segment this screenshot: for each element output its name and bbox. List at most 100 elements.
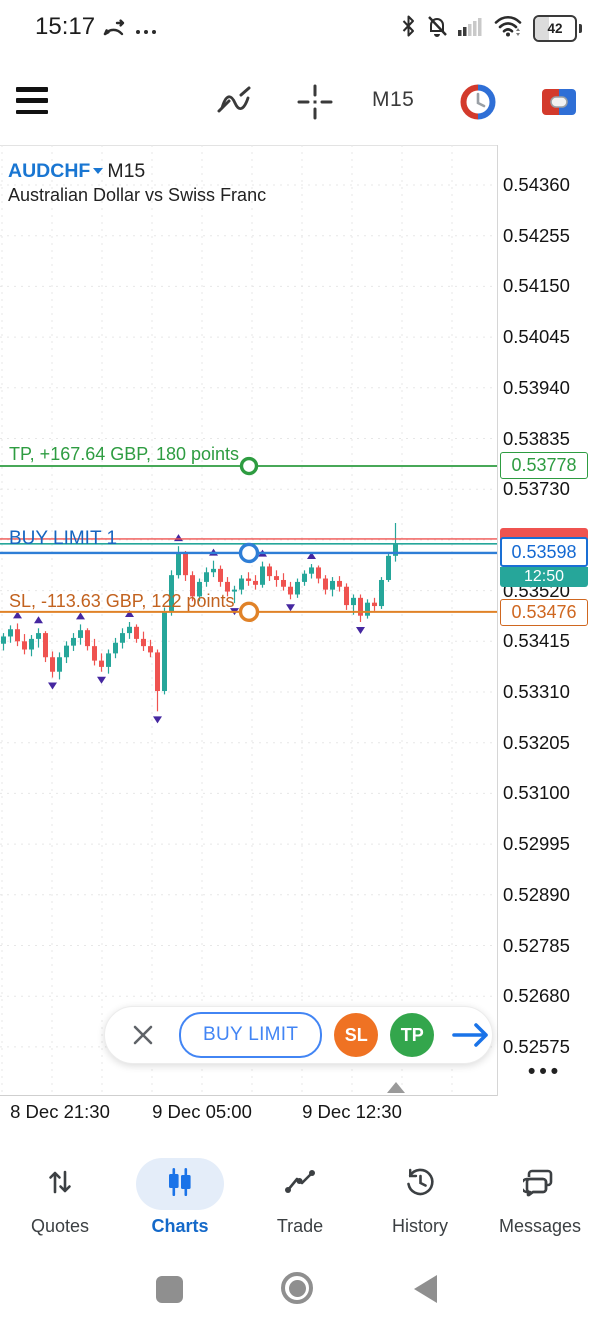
sl-price-badge[interactable]: 0.53476 — [500, 599, 588, 626]
status-time: 15:17 — [35, 13, 96, 40]
price-chart[interactable] — [0, 145, 497, 1095]
candle-body — [176, 553, 181, 576]
fractal-arrow-down — [356, 626, 365, 634]
order-type-button[interactable]: BUY LIMIT — [179, 1012, 323, 1058]
price-axis-label: 0.53730 — [503, 478, 570, 500]
candle-body — [260, 566, 265, 585]
candle-body — [358, 597, 363, 616]
candle-body — [344, 586, 349, 606]
confirm-order-arrow-button[interactable] — [450, 1021, 492, 1049]
candle-body — [267, 566, 272, 577]
sl-line-label: SL, -113.63 GBP, 122 points — [9, 591, 235, 611]
candle-body — [162, 611, 167, 692]
price-axis-label: 0.52785 — [503, 934, 570, 956]
price-axis-label: 0.52890 — [503, 883, 570, 905]
battery-percent: 42 — [547, 21, 563, 36]
one-click-trading-icon[interactable] — [539, 82, 579, 122]
tp-line-label: TP, +167.64 GBP, 180 points — [9, 444, 240, 464]
candle-body — [155, 652, 160, 692]
price-axis-label: 0.54360 — [503, 174, 570, 195]
candle-body — [246, 578, 251, 581]
recents-button[interactable] — [156, 1276, 183, 1303]
session-clock-icon[interactable] — [458, 82, 498, 122]
fractal-arrow-down — [286, 604, 295, 612]
price-axis-label: 0.53205 — [503, 731, 570, 753]
candle-body — [134, 626, 139, 639]
candle-body — [78, 630, 83, 638]
candle-body — [85, 630, 90, 647]
fractal-arrow-down — [153, 716, 162, 724]
fractal-arrow-up — [76, 612, 85, 620]
tp-button[interactable]: TP — [390, 1013, 435, 1057]
close-icon[interactable] — [131, 1020, 155, 1050]
candle-body — [288, 586, 293, 595]
nav-label: History — [391, 1216, 448, 1236]
candle-body — [379, 579, 384, 607]
nav-label: Trade — [276, 1216, 324, 1236]
trade-icon — [284, 1168, 316, 1201]
candle-body — [309, 567, 314, 574]
price-axis-label: 0.53835 — [503, 427, 570, 449]
price-axis-label: 0.54150 — [503, 275, 570, 297]
fractal-arrow-down — [48, 682, 57, 690]
candle-body — [225, 581, 230, 592]
android-nav-bar — [0, 1258, 600, 1333]
chart-header[interactable]: AUDCHF M15 — [8, 160, 145, 183]
candle-body — [190, 575, 195, 597]
battery-icon: 42 — [533, 15, 577, 42]
buy-limit-price-badge[interactable]: 0.53598 — [500, 537, 588, 567]
tp-price-badge[interactable]: 0.53778 — [500, 452, 588, 479]
sl-button[interactable]: SL — [334, 1013, 379, 1057]
scroll-to-end-marker[interactable] — [387, 1082, 405, 1093]
fractal-arrow-up — [307, 552, 316, 560]
buy-limit-line-label: BUY LIMIT 1 — [9, 528, 118, 549]
back-button[interactable] — [414, 1275, 437, 1303]
candle-body — [386, 555, 391, 580]
history-icon — [404, 1166, 436, 1203]
fractal-arrow-up — [125, 609, 134, 617]
buy-limit-drag-handle[interactable] — [238, 542, 260, 564]
candle-body — [71, 637, 76, 646]
nav-quotes[interactable]: Quotes — [0, 1150, 120, 1250]
home-button[interactable] — [281, 1272, 313, 1304]
price-axis-label: 0.52575 — [503, 1035, 570, 1057]
candle-body — [50, 657, 55, 672]
candle-timer-badge: 12:50 — [500, 567, 588, 587]
candle-body — [99, 660, 104, 667]
candle-body — [8, 629, 13, 637]
candle-body — [211, 568, 216, 573]
candle-body — [295, 581, 300, 595]
menu-icon[interactable] — [16, 87, 48, 114]
candle-body — [92, 646, 97, 661]
nav-charts[interactable]: Charts — [120, 1150, 240, 1250]
candle-body — [281, 579, 286, 587]
nav-trade[interactable]: Trade — [240, 1150, 360, 1250]
candle-body — [43, 633, 48, 658]
candle-body — [141, 638, 146, 647]
candle-body — [64, 645, 69, 658]
nav-history[interactable]: History — [360, 1150, 480, 1250]
nav-label: Quotes — [30, 1216, 90, 1236]
tp-drag-handle[interactable] — [239, 456, 259, 476]
candle-body — [274, 576, 279, 580]
messages-icon — [519, 1167, 557, 1202]
notifications-muted-icon — [425, 14, 449, 43]
timeframe-button[interactable]: M15 — [372, 88, 415, 111]
sl-drag-handle[interactable] — [238, 601, 260, 623]
candle-body — [239, 578, 244, 590]
crosshair-icon[interactable] — [295, 82, 335, 122]
candle-body — [232, 589, 237, 592]
candle-body — [15, 629, 20, 642]
candle-body — [120, 633, 125, 643]
more-dots-icon — [136, 29, 156, 34]
price-axis-label: 0.54045 — [503, 326, 570, 348]
candle-body — [330, 580, 335, 590]
chart-type-icon[interactable] — [215, 82, 255, 122]
axis-more-button[interactable]: ••• — [528, 1060, 563, 1083]
call-forward-icon — [102, 18, 126, 45]
nav-messages[interactable]: Messages — [480, 1150, 600, 1250]
candle-body — [302, 573, 307, 582]
candle-body — [204, 572, 209, 582]
symbol-name[interactable]: AUDCHF — [8, 160, 91, 182]
